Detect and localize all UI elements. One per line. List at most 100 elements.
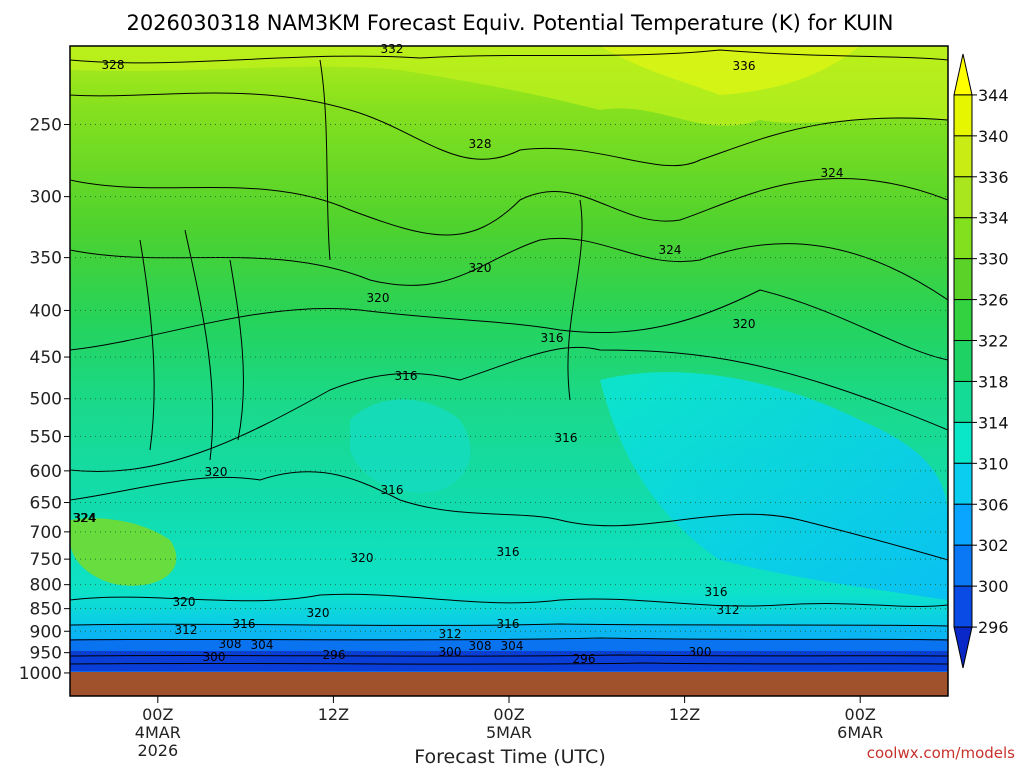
contour-label: 320 bbox=[173, 595, 196, 609]
contour-label: 328 bbox=[469, 137, 492, 151]
contour-label: 296 bbox=[323, 648, 346, 662]
chart-title: 2026030318 NAM3KM Forecast Equiv. Potent… bbox=[126, 11, 893, 35]
contour-lines bbox=[70, 49, 948, 665]
colorbar-label: 336 bbox=[978, 168, 1009, 187]
colorbar-swatch bbox=[953, 462, 973, 505]
contour-label: 320 bbox=[733, 317, 756, 331]
colorbar-label: 296 bbox=[978, 618, 1009, 637]
y-tick-label: 800 bbox=[30, 576, 62, 596]
contour-label: 300 bbox=[689, 645, 712, 659]
colorbar-label: 330 bbox=[978, 250, 1009, 269]
y-tick-label: 750 bbox=[30, 550, 62, 570]
contour-label: 316 bbox=[381, 483, 404, 497]
contour-label: 308 bbox=[219, 637, 242, 651]
credit-link[interactable]: coolwx.com/models bbox=[867, 744, 1015, 762]
contour-label: 296 bbox=[573, 652, 596, 666]
y-tick-label: 450 bbox=[30, 348, 62, 368]
contour-label: 320 bbox=[469, 261, 492, 275]
y-axis: 2503003504004505005506006507007508008509… bbox=[19, 116, 70, 684]
contour-label: 300 bbox=[203, 650, 226, 664]
contour-label: 316 bbox=[233, 617, 256, 631]
x-tick-label: 4MAR bbox=[135, 723, 181, 742]
x-axis-title: Forecast Time (UTC) bbox=[414, 746, 605, 768]
x-tick-label: 6MAR bbox=[837, 723, 883, 742]
colorbar-swatch bbox=[953, 94, 973, 137]
colorbar-swatch bbox=[953, 258, 973, 301]
ground-layer bbox=[70, 672, 948, 696]
contour-label: 320 bbox=[205, 465, 228, 479]
plot-area bbox=[70, 46, 948, 696]
colorbar-label: 340 bbox=[978, 127, 1009, 146]
contour-label: 320 bbox=[351, 551, 374, 565]
x-tick-label: 00Z bbox=[845, 705, 876, 724]
contour-label: 316 bbox=[705, 585, 728, 599]
x-tick-label: 2026 bbox=[137, 741, 178, 760]
colorbar-label: 318 bbox=[978, 372, 1009, 391]
contour-label: 316 bbox=[555, 431, 578, 445]
x-tick-label: 00Z bbox=[493, 705, 524, 724]
contour-label: 320 bbox=[307, 606, 330, 620]
colorbar-swatch bbox=[953, 585, 973, 628]
colorbar-label: 344 bbox=[978, 86, 1009, 105]
colorbar-label: 334 bbox=[978, 209, 1009, 228]
y-tick-label: 700 bbox=[30, 523, 62, 543]
contour-label: 332 bbox=[381, 42, 404, 56]
boundary-layer-band-1 bbox=[70, 625, 948, 639]
contour-label: 316 bbox=[497, 617, 520, 631]
y-tick-label: 550 bbox=[30, 427, 62, 447]
contour-label: 316 bbox=[395, 369, 418, 383]
y-tick-label: 500 bbox=[30, 390, 62, 410]
colorbar-swatch bbox=[953, 53, 973, 96]
y-tick-label: 950 bbox=[30, 644, 62, 664]
contour-label: 320 bbox=[367, 291, 390, 305]
low-warm-region bbox=[70, 518, 177, 586]
y-tick-label: 350 bbox=[30, 249, 62, 269]
colorbar-swatch bbox=[953, 135, 973, 178]
x-tick-label: 12Z bbox=[318, 705, 349, 724]
y-tick-label: 1000 bbox=[19, 664, 62, 684]
y-tick-label: 400 bbox=[30, 301, 62, 321]
y-tick-label: 250 bbox=[30, 116, 62, 136]
colorbar-swatch bbox=[953, 421, 973, 464]
y-tick-label: 850 bbox=[30, 600, 62, 620]
contour-label: 328 bbox=[102, 58, 125, 72]
colorbar-swatch bbox=[953, 626, 973, 669]
colorbar-label: 314 bbox=[978, 413, 1009, 432]
x-tick-label: 12Z bbox=[669, 705, 700, 724]
colorbar-swatch bbox=[953, 299, 973, 342]
contour-label: 324 bbox=[74, 511, 97, 525]
boundary-layer-band-2 bbox=[70, 639, 948, 651]
x-tick-label: 5MAR bbox=[486, 723, 532, 742]
field-background bbox=[70, 46, 948, 696]
contour-label: 308 bbox=[469, 639, 492, 653]
x-tick-label: 00Z bbox=[142, 705, 173, 724]
contour-label: 324 bbox=[821, 166, 844, 180]
colorbar-swatch bbox=[953, 544, 973, 587]
colorbar-label: 326 bbox=[978, 291, 1009, 310]
colorbar-swatch bbox=[953, 217, 973, 260]
colorbar-label: 322 bbox=[978, 332, 1009, 351]
contour-labels: 328 332 336 328 324 324 320 324 320 320 316 316 320 3… bbox=[73, 42, 844, 666]
colorbar-swatch bbox=[953, 340, 973, 382]
upper-yellow-region bbox=[600, 46, 860, 95]
contour-label: 312 bbox=[717, 603, 740, 617]
colorbar-label: 300 bbox=[978, 577, 1009, 596]
y-tick-label: 600 bbox=[30, 462, 62, 482]
y-tick-label: 900 bbox=[30, 622, 62, 642]
contour-label: 336 bbox=[733, 59, 756, 73]
contour-label: 312 bbox=[439, 627, 462, 641]
y-tick-label: 300 bbox=[30, 188, 62, 208]
colorbar: 344 340 336 334 330 326 322 318 314 310 306 302 300 2… bbox=[953, 53, 1009, 669]
contour-label: 304 bbox=[501, 639, 524, 653]
mid-cool-region-2 bbox=[600, 372, 948, 600]
colorbar-swatch bbox=[953, 176, 973, 219]
y-tick-label: 650 bbox=[30, 494, 62, 514]
contour-label: 324 bbox=[73, 511, 96, 525]
contour-label: 316 bbox=[497, 545, 520, 559]
contour-label: 324 bbox=[659, 243, 682, 257]
contour-label: 316 bbox=[541, 331, 564, 345]
colorbar-label: 310 bbox=[978, 454, 1009, 473]
colorbar-label: 306 bbox=[978, 495, 1009, 514]
